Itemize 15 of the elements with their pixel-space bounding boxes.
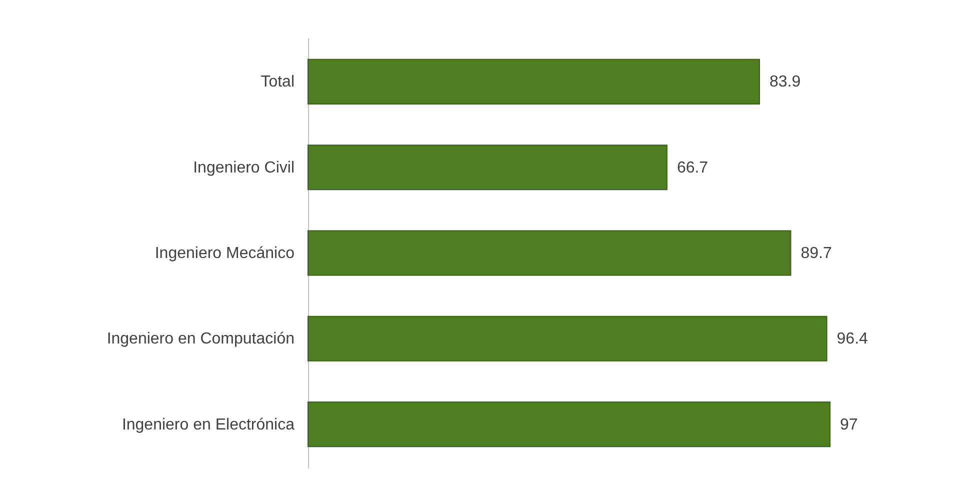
data-label: 83.9 — [770, 74, 801, 91]
y-tick-label: Ingeniero Civil — [193, 159, 294, 176]
data-label: 89.7 — [800, 245, 832, 262]
y-tick-label: Ingeniero en Electrónica — [122, 416, 295, 434]
y-tick-label: Ingeniero en Computación — [106, 330, 294, 348]
data-label: 96.4 — [836, 330, 868, 348]
bar — [308, 144, 668, 190]
data-label: 97 — [840, 416, 858, 434]
bar — [308, 316, 828, 362]
data-label: 66.7 — [676, 159, 708, 176]
y-tick-label: Ingeniero Mecánico — [154, 245, 295, 262]
y-tick-label: Total — [260, 74, 294, 91]
bar — [308, 230, 792, 276]
bar — [308, 58, 760, 104]
bar — [308, 402, 830, 448]
